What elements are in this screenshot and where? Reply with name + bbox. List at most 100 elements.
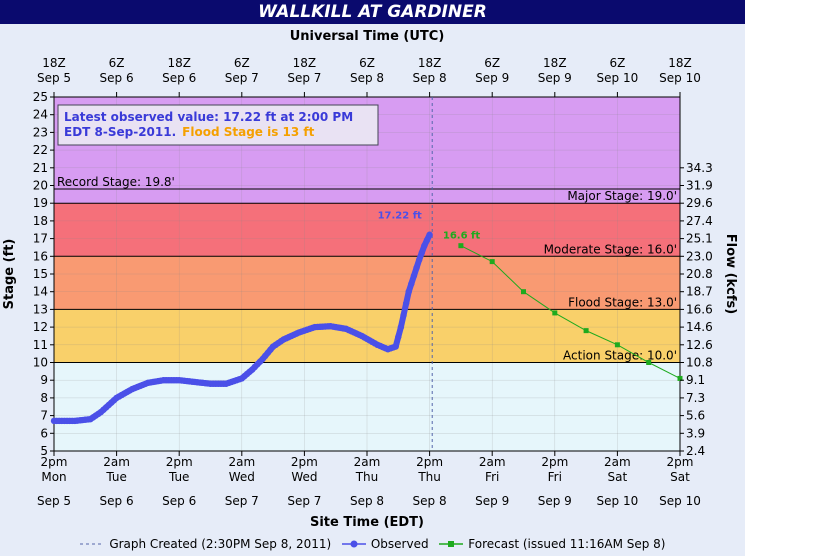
right-tick-label: 34.3: [686, 161, 713, 175]
forecast-point: [646, 360, 652, 365]
bottom-tick-time: 2pm: [541, 455, 568, 469]
normal-band: [54, 362, 680, 451]
legend-forecast-label: Forecast (issued 11:16AM Sep 8): [468, 536, 666, 551]
observed-line-icon: [342, 540, 367, 548]
top-tick-label: 6Z: [109, 56, 125, 70]
bottom-tick-day: Fri: [485, 470, 499, 484]
right-tick-label: 9.1: [686, 373, 705, 387]
info-box: Latest observed value: 17.22 ft at 2:00 …: [57, 104, 379, 146]
moderate-band: [54, 256, 680, 310]
top-tick-date: Sep 8: [350, 71, 384, 85]
grid-lines: [54, 97, 680, 451]
left-tick-label: 7: [40, 409, 48, 423]
right-tick-label: 16.6: [686, 302, 713, 316]
bottom-tick-time: 2pm: [166, 455, 193, 469]
legend-observed-label: Observed: [370, 536, 429, 551]
bottom-tick-day: Wed: [229, 470, 255, 484]
bottom-tick-date: Sep 8: [350, 494, 384, 508]
bottom-tick-time: 2pm: [667, 455, 694, 469]
bottom-tick-day: Thu: [417, 470, 441, 484]
left-tick-label: 15: [33, 267, 48, 281]
right-tick-label: 7.3: [686, 391, 705, 405]
legend-created: Graph Created (2:30PM Sep 8, 2011): [79, 537, 331, 551]
top-tick-date: Sep 6: [162, 71, 196, 85]
top-tick-label: 18Z: [293, 56, 317, 70]
right-tick-label: 14.6: [686, 320, 713, 334]
legend-created-label: Graph Created (2:30PM Sep 8, 2011): [109, 536, 332, 551]
forecast-point: [552, 310, 558, 316]
top-tick-date: Sep 9: [475, 71, 509, 85]
observed-point: [418, 249, 425, 256]
bottom-tick-date: Sep 7: [225, 494, 259, 508]
bottom-tick-date: Sep 9: [538, 494, 572, 508]
title-bar: WALLKILL AT GARDINER: [0, 0, 745, 24]
top-tick-date: Sep 7: [225, 71, 259, 85]
observed-series: 17.22 ft: [50, 211, 433, 425]
bottom-tick-day: Mon: [41, 470, 66, 484]
bottom-tick-day: Tue: [168, 470, 190, 484]
bottom-tick-date: Sep 6: [100, 494, 134, 508]
left-tick-label: 6: [40, 426, 48, 440]
bottom-tick-day: Sat: [670, 470, 690, 484]
top-tick-date: Sep 9: [538, 71, 572, 85]
left-tick-label: 8: [40, 391, 48, 405]
top-axis-title: Universal Time (UTC): [290, 29, 445, 44]
forecast-point: [489, 259, 495, 265]
stage-bands: [54, 97, 680, 451]
left-tick-label: 23: [33, 125, 48, 139]
left-tick-label: 20: [33, 179, 48, 193]
bottom-tick-date: Sep 8: [413, 494, 447, 508]
observed-point: [405, 288, 412, 295]
right-tick-label: 2.4: [686, 444, 705, 458]
left-tick-label: 9: [40, 373, 48, 387]
right-tick-label: 3.9: [686, 426, 705, 440]
right-tick-label: 10.8: [686, 356, 713, 370]
top-tick-date: Sep 10: [659, 71, 701, 85]
right-axis-ticks: 2.4 3.9 5.6 7.3 9.1 10.8 12.6 14.6 16.6 18.7 20.8 2…: [680, 161, 713, 458]
top-tick-date: Sep 7: [287, 71, 321, 85]
bottom-tick-day: Tue: [105, 470, 127, 484]
bottom-tick-day: Thu: [355, 470, 379, 484]
info-line-2-b: Flood Stage is 13 ft: [182, 125, 314, 139]
info-line-1: Latest observed value: 17.22 ft at 2:00 …: [64, 110, 353, 124]
top-tick-date: Sep 5: [37, 71, 71, 85]
forecast-point: [614, 342, 620, 348]
left-tick-label: 19: [33, 196, 48, 210]
right-tick-label: 25.1: [686, 232, 713, 246]
bottom-tick-day: Fri: [548, 470, 562, 484]
right-tick-label: 29.6: [686, 196, 713, 210]
left-tick-label: 17: [33, 232, 48, 246]
chart-title: WALLKILL AT GARDINER: [258, 2, 487, 22]
bottom-tick-date: Sep 10: [597, 494, 639, 508]
forecast-line-icon: [439, 541, 464, 547]
forecast-point: [458, 243, 464, 249]
left-tick-label: 16: [33, 249, 48, 263]
top-tick-date: Sep 10: [597, 71, 639, 85]
info-box-bg: [57, 104, 379, 146]
right-tick-label: 18.7: [686, 285, 713, 299]
observed-point: [410, 272, 418, 279]
right-tick-label: 27.4: [686, 214, 713, 228]
top-tick-label: 6Z: [609, 56, 625, 70]
stage-label: Major Stage: 19.0': [567, 189, 677, 203]
right-tick-label: 23.0: [686, 249, 713, 263]
top-tick-label: 6Z: [234, 56, 250, 70]
top-tick-date: Sep 8: [413, 71, 447, 85]
top-tick-label: 18Z: [167, 56, 191, 70]
legend-forecast: Forecast (issued 11:16AM Sep 8): [438, 536, 666, 551]
major-band: [54, 203, 680, 257]
legend-observed: Observed: [341, 537, 429, 551]
forecast-point: [521, 289, 526, 295]
forecast-line: [460, 245, 681, 379]
top-tick-label: 6Z: [359, 56, 375, 70]
bottom-tick-date: Sep 9: [475, 494, 509, 508]
left-tick-label: 25: [33, 90, 48, 104]
top-tick-date: Sep 6: [100, 71, 134, 85]
stage-label: Action Stage: 10.0': [563, 349, 677, 363]
left-tick-label: 22: [33, 143, 48, 157]
legend: Graph Created (2:30PM Sep 8, 2011) Obser…: [0, 536, 745, 551]
info-line-2-a: EDT 8-Sep-2011.: [64, 125, 176, 139]
bottom-axis-title: Site Time (EDT): [310, 515, 424, 530]
observed-point: [395, 333, 402, 341]
